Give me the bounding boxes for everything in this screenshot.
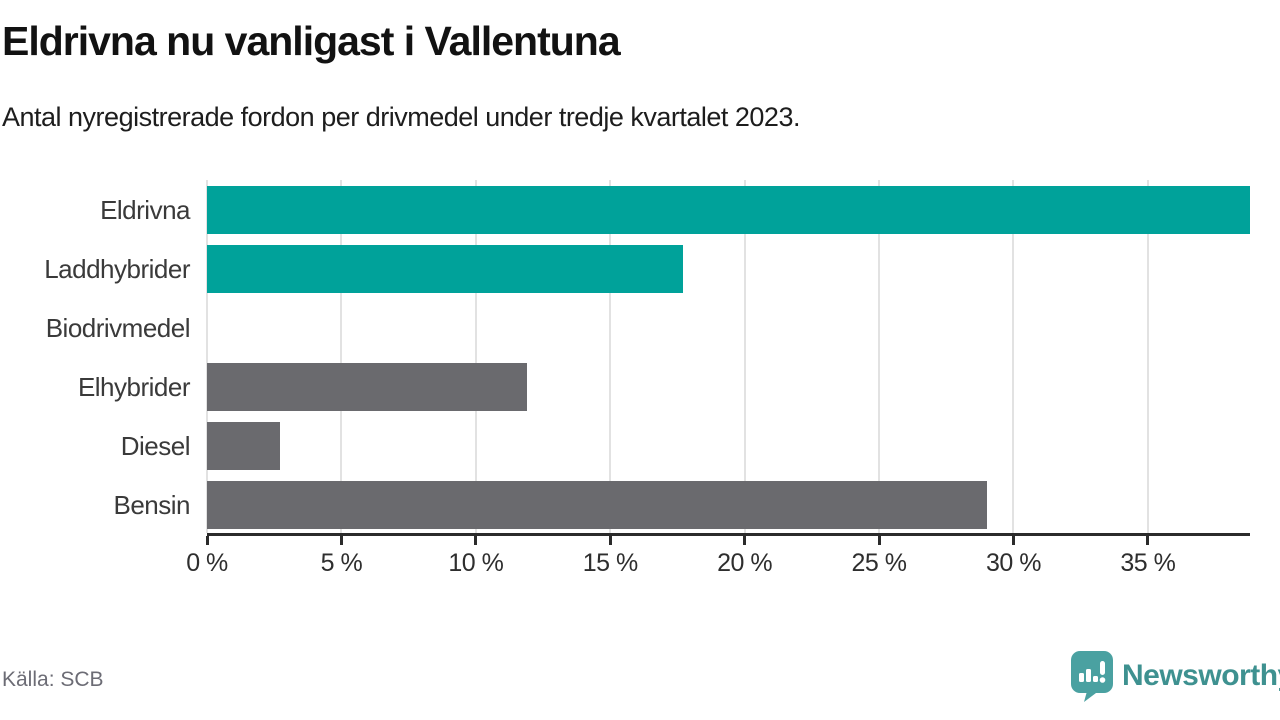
- gridline: [340, 180, 343, 533]
- gridline: [878, 180, 881, 533]
- x-axis-tick-mark: [877, 536, 881, 545]
- brand-name: Newsworthy: [1122, 659, 1280, 692]
- x-axis-tick-label: 15 %: [582, 549, 638, 577]
- x-axis-tick-mark: [1146, 536, 1150, 545]
- y-axis-label-bensin: Bensin: [113, 490, 191, 520]
- x-axis-tick-mark: [339, 536, 343, 545]
- y-axis-label-eldrivna: Eldrivna: [100, 195, 190, 225]
- brand: Newsworthy: [1070, 650, 1280, 702]
- x-axis-tick-label: 0 %: [186, 549, 228, 577]
- x-axis-tick-mark: [743, 536, 747, 545]
- x-axis-tick-mark: [608, 536, 612, 545]
- gridline: [474, 180, 477, 533]
- x-axis-tick-label: 25 %: [851, 549, 907, 577]
- gridline: [206, 180, 208, 533]
- x-axis-tick-mark: [1011, 536, 1015, 545]
- x-axis-tick-label: 10 %: [448, 549, 504, 577]
- bar-elhybrider: [207, 363, 527, 411]
- gridline: [609, 180, 612, 533]
- x-axis-tick-label: 5 %: [320, 549, 363, 577]
- gridline: [1146, 180, 1149, 533]
- x-axis-tick-mark: [205, 536, 209, 545]
- bar-laddhybrider: [207, 245, 683, 293]
- x-axis-tick-label: 30 %: [985, 549, 1041, 577]
- chart-title: Eldrivna nu vanligast i Vallentuna: [2, 18, 621, 64]
- y-axis-label-diesel: Diesel: [120, 431, 191, 461]
- gridline: [1012, 180, 1015, 533]
- y-axis-label-elhybrider: Elhybrider: [77, 372, 191, 402]
- gridline: [743, 180, 746, 533]
- chart-subtitle: Antal nyregistrerade fordon per drivmede…: [2, 102, 800, 132]
- x-axis-tick-label: 20 %: [717, 549, 773, 577]
- y-axis-label-laddhybrider: Laddhybrider: [44, 254, 190, 284]
- plot-area: 0 % 5 % 10 % 15 % 20 % 25 % 30 % 35 %: [186, 180, 1250, 577]
- x-axis-tick-mark: [474, 536, 478, 545]
- bar-eldrivna: [207, 186, 1250, 234]
- y-axis-labels: Eldrivna Laddhybrider Biodrivmedel Elhybrid…: [0, 180, 190, 533]
- bar-chart: Eldrivna Laddhybrider Biodrivmedel Elhybrid…: [0, 180, 1250, 595]
- bar-bensin: [207, 481, 987, 529]
- bar-diesel: [207, 422, 280, 470]
- x-axis-tick-label: 35 %: [1120, 549, 1176, 577]
- y-axis-label-biodrivmedel: Biodrivmedel: [45, 313, 191, 343]
- newsworthy-logo-icon: [1071, 651, 1113, 702]
- source-label: Källa: SCB: [2, 668, 104, 691]
